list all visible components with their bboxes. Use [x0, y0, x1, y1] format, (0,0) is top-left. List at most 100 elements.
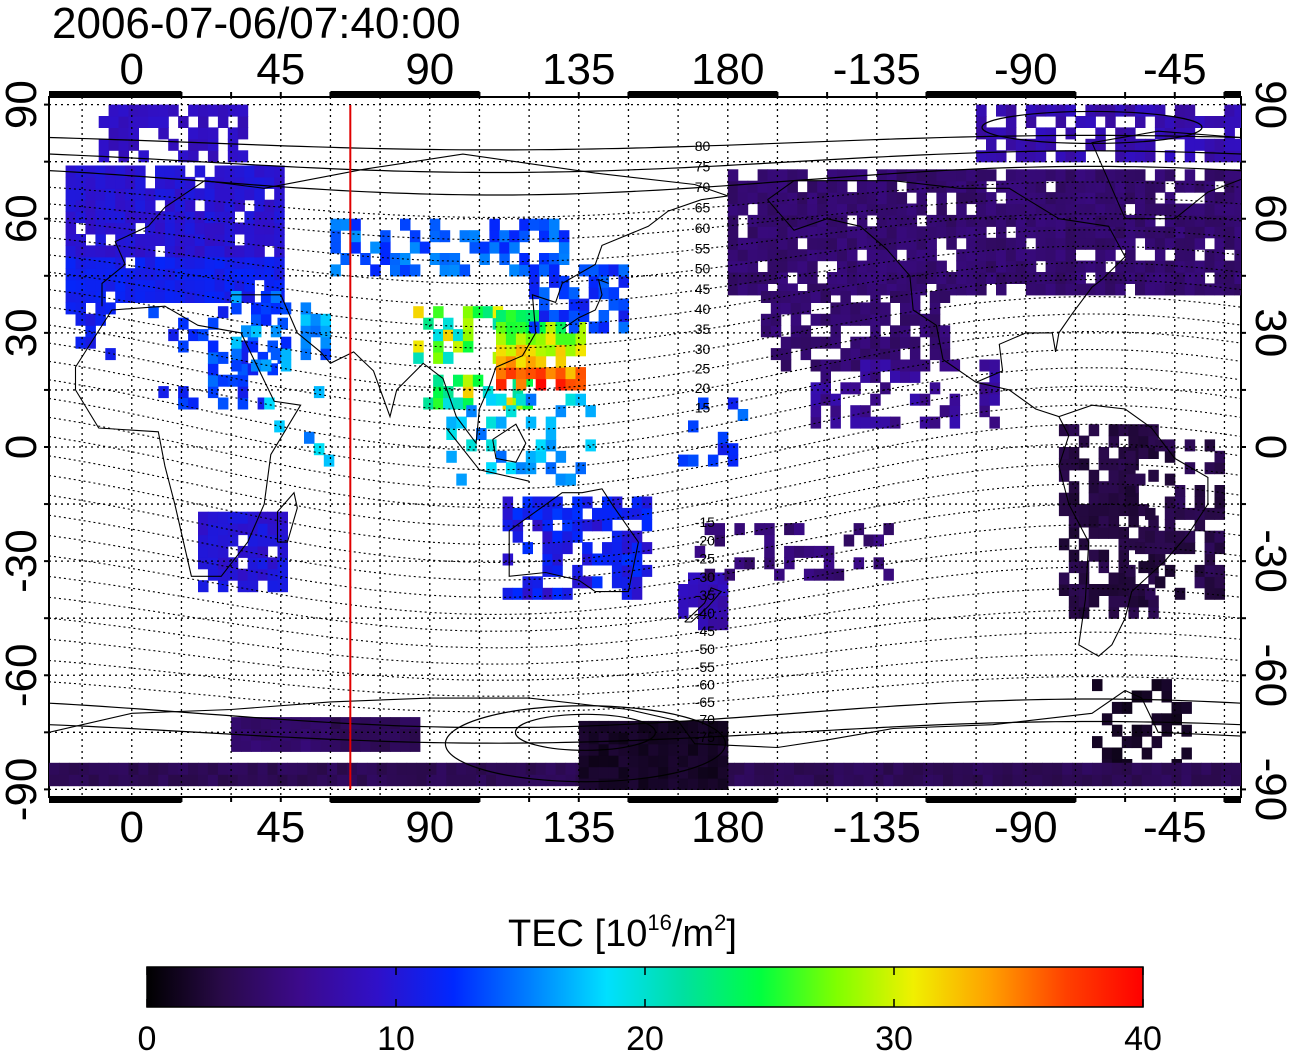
tec-cell — [227, 511, 239, 524]
tec-cell — [860, 302, 871, 315]
tec-cell — [380, 728, 391, 741]
tec-cell — [85, 325, 96, 338]
tec-cell — [1105, 116, 1116, 128]
bottom-lon-label: 45 — [256, 803, 305, 852]
tec-cell — [400, 218, 411, 231]
tec-cell — [847, 226, 858, 239]
tec-cell — [797, 169, 808, 182]
tec-cell — [237, 568, 249, 581]
tec-cell — [976, 180, 987, 193]
tec-cell — [1128, 606, 1139, 619]
tec-cell — [1075, 260, 1086, 273]
magnetic-contour — [49, 545, 1241, 615]
tec-cell — [929, 416, 941, 429]
tec-cell — [1234, 180, 1241, 193]
tec-cell — [876, 260, 888, 273]
tec-cell — [592, 553, 603, 566]
right-lat-label: 0 — [1246, 435, 1292, 459]
tec-cell — [1125, 138, 1136, 151]
tec-cell — [224, 222, 235, 235]
tec-cell — [125, 188, 136, 201]
tec-cell — [1224, 226, 1235, 239]
tec-cell — [1012, 774, 1023, 787]
tec-cell — [717, 720, 729, 733]
tec-cell — [1045, 283, 1057, 296]
tec-cell — [784, 762, 795, 775]
tec-cell — [578, 778, 590, 790]
tec-cell — [1164, 116, 1176, 128]
tec-cell — [916, 272, 927, 284]
tec-cell — [65, 211, 77, 224]
tec-cell — [823, 545, 835, 558]
tec-cell — [1075, 272, 1086, 284]
tec-cell — [1055, 237, 1067, 250]
tec-cell — [1115, 214, 1126, 227]
tec-cell — [545, 428, 557, 440]
magnetic-contour — [49, 653, 1241, 697]
tec-cell — [274, 199, 285, 212]
tec-cell — [658, 766, 669, 779]
tec-cell — [58, 762, 70, 775]
tec-cell — [433, 397, 444, 410]
tec-cell — [976, 192, 987, 205]
tec-cell — [1204, 192, 1216, 205]
tec-cell — [628, 743, 639, 756]
tec-cell — [277, 545, 288, 558]
tec-cell — [300, 336, 312, 349]
tec-cell — [1145, 180, 1156, 193]
tec-cell — [251, 302, 262, 315]
tec-cell — [237, 762, 249, 775]
tec-cell — [552, 542, 563, 555]
tec-cell — [502, 397, 514, 410]
tec-cell — [611, 530, 623, 543]
tec-cell — [274, 211, 285, 224]
tec-cell — [1035, 169, 1047, 182]
tec-cell — [777, 226, 788, 239]
tec-cell — [65, 245, 77, 258]
tec-cell — [1171, 713, 1182, 726]
tec-cell — [542, 519, 553, 532]
tec-cell — [1171, 701, 1182, 714]
tec-cell — [1115, 180, 1126, 193]
tec-cell — [204, 291, 216, 303]
tec-cell — [668, 778, 679, 790]
tec-cell — [1095, 272, 1106, 284]
tec-cell — [870, 359, 881, 372]
tec-cell — [1125, 214, 1136, 227]
tec-cell — [545, 462, 557, 475]
tec-cell — [1234, 272, 1241, 284]
tec-cell — [1035, 214, 1047, 227]
tec-cell — [943, 774, 954, 787]
tec-cell — [433, 306, 444, 319]
colorbar-title: TEC [1016/m2] — [508, 910, 737, 955]
tec-cell — [906, 283, 918, 296]
tec-cell — [1015, 138, 1027, 151]
tec-cell — [529, 264, 540, 277]
tec-cell — [787, 226, 798, 239]
tec-cell — [1131, 774, 1143, 787]
tec-cell — [198, 116, 209, 128]
tec-cell — [300, 717, 312, 730]
tec-cell — [929, 313, 941, 326]
tec-cell — [1105, 226, 1116, 239]
tec-cell — [1075, 214, 1086, 227]
tec-cell — [75, 199, 86, 212]
tec-cell — [1078, 538, 1090, 551]
tec-cell — [462, 374, 474, 387]
tec-cell — [108, 116, 120, 128]
tec-cell — [194, 279, 206, 292]
tec-cell — [830, 405, 841, 418]
tec-cell — [602, 553, 613, 566]
tec-cell — [1075, 283, 1086, 296]
tec-cell — [936, 226, 947, 239]
tec-cell — [568, 287, 580, 300]
tec-cell — [241, 325, 252, 338]
tec-cell — [1068, 515, 1080, 528]
contour-label: 30 — [695, 341, 711, 357]
tec-cell — [678, 595, 689, 608]
tec-cell — [727, 249, 739, 262]
tec-cell — [413, 351, 424, 364]
tec-cell — [903, 762, 914, 775]
magnetic-contour — [49, 229, 1241, 285]
tec-cell — [370, 264, 381, 277]
